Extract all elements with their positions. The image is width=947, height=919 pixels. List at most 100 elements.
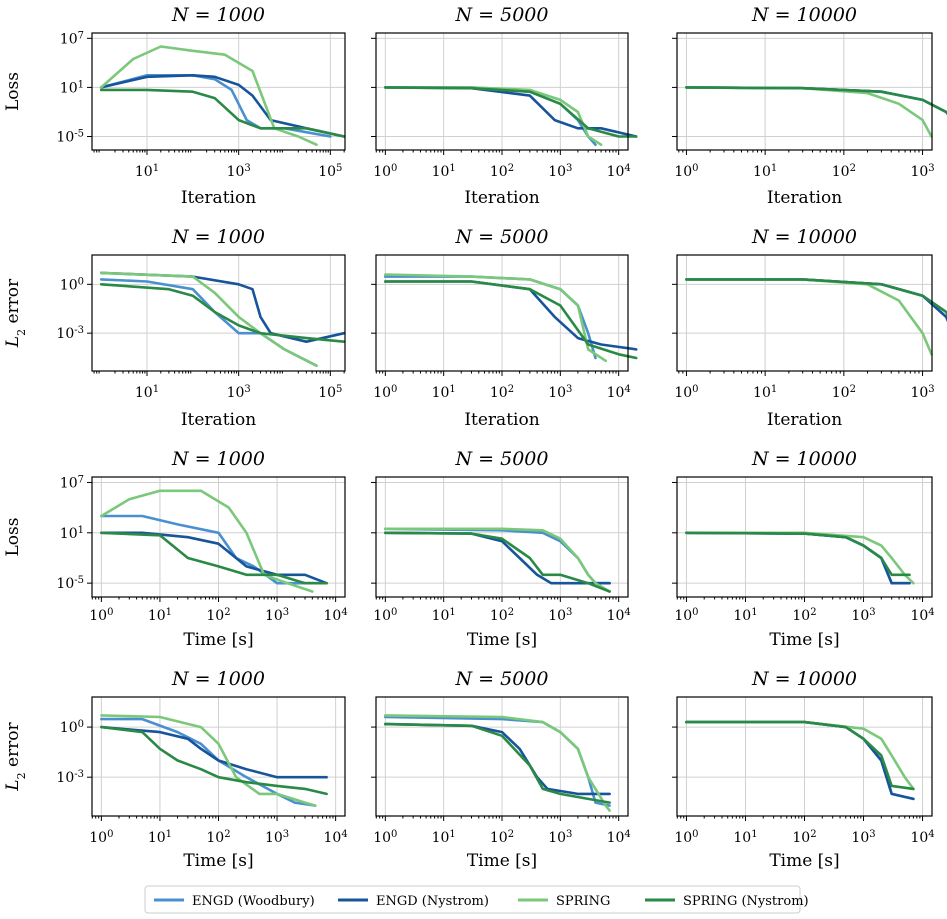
series-spring-nystrom bbox=[100, 531, 328, 585]
x-tick-label: 102 bbox=[792, 607, 816, 625]
series-engd-woodbury bbox=[685, 86, 947, 115]
x-axis-label: Iteration bbox=[181, 410, 256, 430]
panel-4-2: 100 101 102 103 104 N = 5000 Time [s] bbox=[371, 668, 631, 871]
x-tick-label: 101 bbox=[135, 163, 159, 181]
x-tick-label: 103 bbox=[851, 829, 875, 847]
panel-title: N = 10000 bbox=[751, 668, 857, 690]
axes-frame bbox=[91, 696, 346, 817]
x-tick-label: 103 bbox=[548, 384, 572, 402]
y-axis-label: Loss bbox=[3, 72, 23, 111]
legend-label: SPRING (Nystrom) bbox=[683, 894, 809, 909]
x-tick-label: 103 bbox=[548, 829, 572, 847]
y-axis-label: L2 error bbox=[3, 721, 28, 791]
panel-title: N = 1000 bbox=[171, 226, 265, 248]
panel-title: N = 1000 bbox=[171, 4, 265, 26]
series-spring-nystrom bbox=[685, 86, 947, 115]
x-tick-label: 103 bbox=[227, 163, 251, 181]
x-tick-label: 103 bbox=[548, 607, 572, 625]
series-spring-nystrom bbox=[685, 531, 911, 577]
y-tick-label: 107 bbox=[60, 30, 84, 48]
x-tick-label: 101 bbox=[432, 607, 456, 625]
x-tick-label: 101 bbox=[753, 163, 777, 181]
x-tick-label: 102 bbox=[490, 607, 514, 625]
y-tick-label: 10-5 bbox=[56, 128, 84, 146]
x-tick-label: 103 bbox=[265, 829, 289, 847]
panel-2-2: 100 101 102 103 104 N = 5000 Iteration bbox=[371, 226, 638, 430]
panel-3-3: 100 101 102 103 104 N = 10000 Time [s] bbox=[672, 448, 935, 650]
x-tick-label: 103 bbox=[851, 607, 875, 625]
legend-label: SPRING bbox=[556, 894, 610, 909]
x-tick-label: 101 bbox=[432, 163, 456, 181]
x-tick-label: 103 bbox=[910, 163, 934, 181]
x-axis-label: Iteration bbox=[464, 188, 539, 208]
series-spring-nystrom bbox=[383, 722, 611, 804]
y-tick-label: 100 bbox=[60, 719, 84, 737]
series-spring bbox=[100, 489, 314, 593]
series-spring-nystrom bbox=[99, 88, 346, 138]
panel-title: N = 1000 bbox=[171, 668, 265, 690]
panel-1-3: 100 101 102 103 N = 10000 Iteration bbox=[672, 4, 947, 208]
x-tick-label: 104 bbox=[910, 829, 934, 847]
series-spring bbox=[100, 714, 317, 807]
x-tick-label: 104 bbox=[607, 607, 631, 625]
panel-title: N = 5000 bbox=[455, 668, 549, 690]
x-tick-label: 102 bbox=[832, 384, 856, 402]
y-axis-label: L2 error bbox=[3, 278, 28, 348]
x-tick-label: 101 bbox=[135, 384, 159, 402]
y-axis-label: Loss bbox=[3, 518, 23, 557]
legend-label: ENGD (Woodbury) bbox=[192, 894, 315, 909]
x-axis-label: Time [s] bbox=[467, 630, 537, 650]
panel-title: N = 5000 bbox=[455, 226, 549, 248]
x-tick-label: 100 bbox=[373, 829, 397, 847]
series-engd-woodbury bbox=[100, 514, 317, 585]
x-axis-label: Iteration bbox=[767, 188, 842, 208]
x-tick-label: 102 bbox=[490, 384, 514, 402]
panel-4-1: 100 101 102 103 104 100 10-3 N = 1000 Time [s] L2… bbox=[3, 668, 348, 871]
x-axis-label: Time [s] bbox=[467, 851, 537, 871]
x-tick-label: 100 bbox=[373, 163, 397, 181]
legend-label: ENGD (Nystrom) bbox=[376, 894, 489, 909]
x-tick-label: 101 bbox=[432, 384, 456, 402]
series-engd-woodbury bbox=[685, 531, 911, 585]
panel-1-2: 100 101 102 103 104 N = 5000 Iteration bbox=[371, 4, 638, 208]
series-spring-nystrom bbox=[685, 278, 947, 317]
x-tick-label: 102 bbox=[490, 829, 514, 847]
panel-2-1: 101 103 105 100 10-3 N = 1000 Iteration L2 erro… bbox=[3, 226, 346, 430]
x-tick-label: 102 bbox=[490, 163, 514, 181]
x-tick-label: 104 bbox=[910, 607, 934, 625]
x-tick-label: 101 bbox=[753, 384, 777, 402]
series-engd-woodbury bbox=[383, 275, 597, 360]
x-tick-label: 100 bbox=[674, 607, 698, 625]
y-tick-label: 10-3 bbox=[56, 325, 84, 343]
x-tick-label: 101 bbox=[733, 607, 757, 625]
panel-title: N = 10000 bbox=[751, 4, 857, 26]
axes-frame bbox=[375, 696, 629, 817]
axes-frame bbox=[91, 254, 346, 372]
series-spring bbox=[685, 278, 933, 356]
series-engd-nystrom bbox=[100, 725, 328, 779]
axes-frame bbox=[676, 476, 933, 598]
y-tick-label: 10-5 bbox=[56, 575, 84, 593]
panel-title: N = 5000 bbox=[455, 4, 549, 26]
series-spring bbox=[383, 273, 608, 363]
axes-frame bbox=[676, 696, 933, 817]
series-spring-nystrom bbox=[685, 720, 915, 791]
axes-frame bbox=[91, 32, 346, 151]
panel-3-2: 100 101 102 103 104 N = 5000 Time [s] bbox=[371, 448, 631, 650]
series-engd-nystrom bbox=[685, 531, 911, 585]
panel-4-3: 100 101 102 103 104 N = 10000 Time [s] bbox=[672, 668, 935, 871]
x-tick-label: 103 bbox=[265, 607, 289, 625]
series-engd-nystrom bbox=[685, 720, 915, 801]
y-tick-label: 10-3 bbox=[56, 769, 84, 787]
x-axis-label: Time [s] bbox=[769, 851, 839, 871]
y-tick-label: 101 bbox=[60, 524, 84, 542]
x-tick-label: 105 bbox=[318, 384, 342, 402]
x-tick-label: 102 bbox=[832, 163, 856, 181]
x-tick-label: 104 bbox=[607, 384, 631, 402]
y-tick-label: 101 bbox=[60, 79, 84, 97]
y-tick-label: 100 bbox=[60, 276, 84, 294]
x-tick-label: 100 bbox=[89, 829, 113, 847]
series-spring bbox=[383, 527, 611, 593]
x-tick-label: 101 bbox=[432, 829, 456, 847]
x-tick-label: 102 bbox=[206, 829, 230, 847]
